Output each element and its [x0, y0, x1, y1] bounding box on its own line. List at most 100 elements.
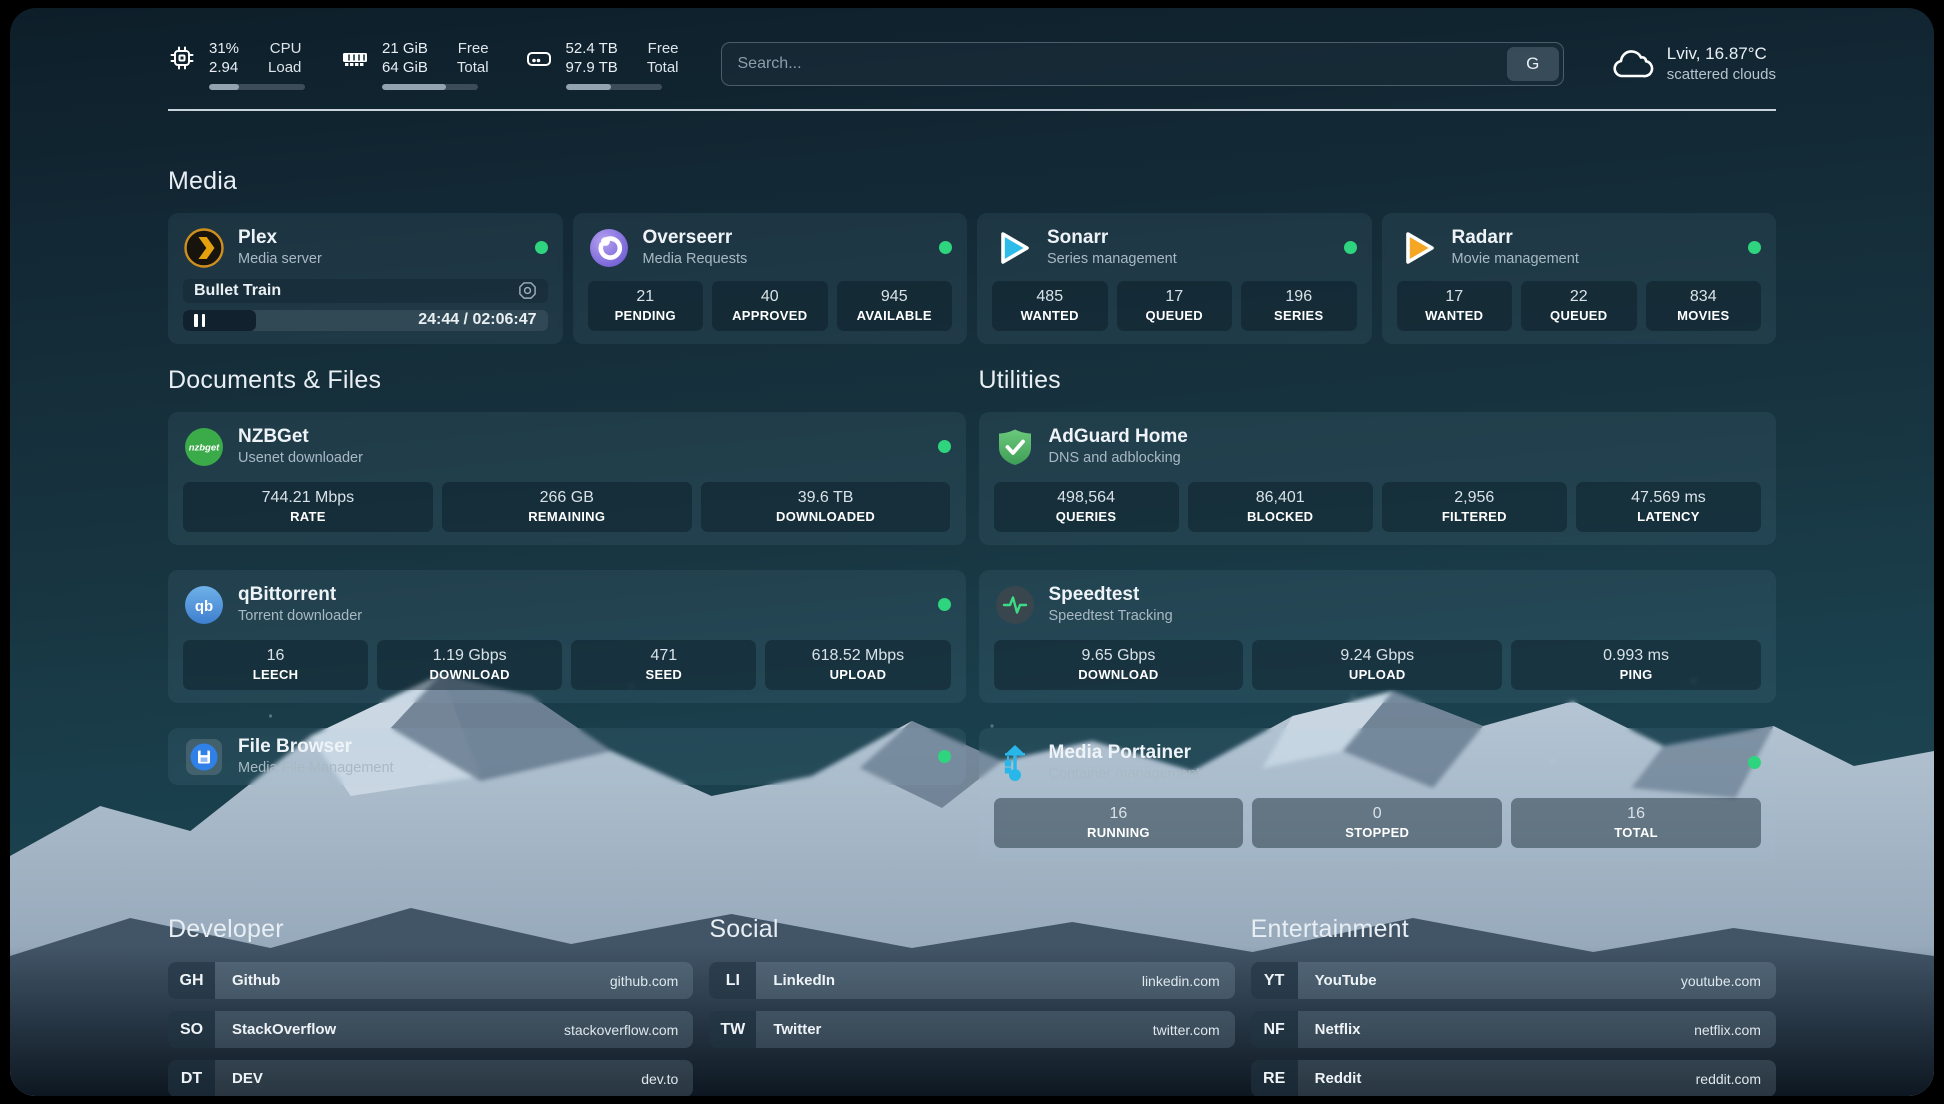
bookmark-name: Reddit [1314, 1070, 1362, 1087]
radarr-icon [1397, 227, 1439, 269]
overseerr-icon [588, 227, 630, 269]
service-title: AdGuard Home [1048, 426, 1188, 447]
service-subtitle: Series management [1047, 251, 1177, 267]
playback-time: 24:44 / 02:06:47 [418, 311, 537, 329]
stat-ping: 0.993 ms PING [1511, 640, 1761, 690]
service-stats: 17 WANTED 22 QUEUED 834 MOVIES [1396, 281, 1761, 331]
bookmark-abbr: SO [168, 1011, 215, 1048]
search-provider-button[interactable]: G [1506, 47, 1559, 81]
bookmark-url: twitter.com [1152, 1021, 1220, 1038]
bookmark-url: linkedin.com [1141, 972, 1220, 989]
stat-blocked: 86,401 BLOCKED [1187, 482, 1373, 532]
bookmark-group-social: Social LI LinkedIn linkedin.com TW Twitt… [709, 915, 1235, 1096]
nzbget-icon: nzbget [183, 426, 225, 468]
stat-queries: 498,564 QUERIES [993, 482, 1179, 532]
sonarr-icon [992, 227, 1034, 269]
service-card-filebrowser[interactable]: File Browser Media File Management [168, 728, 966, 785]
bookmark-abbr: LI [709, 962, 757, 999]
status-dot [937, 440, 951, 453]
section-title-documents: Documents & Files [168, 366, 382, 394]
speedtest-icon [994, 584, 1036, 626]
service-card-nzbget[interactable]: nzbget NZBGet Usenet downloader 744.21 M… [168, 412, 966, 545]
service-title: qBittorrent [238, 584, 337, 605]
cpu-icon [168, 44, 196, 72]
memory-total-value: 64 GiB [382, 58, 428, 76]
stat-upload: 9.24 Gbps UPLOAD [1252, 640, 1503, 690]
memory-widget: 21 GiB 64 GiB Free Total [341, 39, 489, 90]
playback-progress-bar: 24:44 / 02:06:47 [183, 309, 548, 331]
service-card-overseerr[interactable]: Overseerr Media Requests 21 PENDING 40 APP… [572, 213, 967, 344]
service-card-radarr[interactable]: Radarr Movie management 17 WANTED 22 QUEUE… [1381, 213, 1776, 344]
cpu-load-label: Load [268, 58, 302, 76]
utilities-column: Utilities AdGuard Ho [978, 366, 1776, 861]
adguard-icon [994, 426, 1036, 468]
bookmark-link-linkedin[interactable]: LI LinkedIn linkedin.com [709, 962, 1235, 999]
stat-total: 16 TOTAL [1511, 798, 1761, 848]
service-stats: 16 RUNNING 0 STOPPED 16 TOTAL [993, 798, 1762, 848]
bookmark-url: reddit.com [1695, 1070, 1761, 1087]
bookmark-name: Netflix [1314, 1021, 1361, 1038]
service-title: NZBGet [238, 426, 309, 447]
service-subtitle: Media server [238, 251, 322, 267]
service-stats: 485 WANTED 17 QUEUED 196 SERIES [992, 281, 1357, 331]
service-title: Media Portainer [1048, 742, 1192, 763]
status-dot [937, 598, 951, 611]
stat-seed: 471 SEED [571, 640, 757, 690]
bookmark-abbr: RE [1250, 1060, 1298, 1096]
memory-values: 21 GiB 64 GiB [382, 39, 428, 77]
bookmark-abbr: GH [168, 962, 215, 999]
cloud-icon [1610, 46, 1654, 82]
service-subtitle: Usenet downloader [238, 450, 363, 466]
bookmark-link-twitter[interactable]: TW Twitter twitter.com [709, 1011, 1235, 1048]
bookmark-link-stackoverflow[interactable]: SO StackOverflow stackoverflow.com [168, 1011, 694, 1048]
filebrowser-icon [183, 736, 225, 778]
status-dot [939, 241, 952, 254]
storage-labels: Free Total [647, 39, 679, 77]
status-dot [1748, 756, 1761, 769]
bookmark-link-netflix[interactable]: NF Netflix netflix.com [1250, 1011, 1776, 1048]
playback-elapsed-fill [183, 309, 256, 331]
service-stats: 498,564 QUERIES 86,401 BLOCKED 2,956 FILTER… [993, 482, 1761, 532]
bookmark-url: dev.to [641, 1070, 679, 1087]
bookmark-link-reddit[interactable]: RE Reddit reddit.com [1250, 1060, 1776, 1096]
stat-available: 945 AVAILABLE [836, 281, 952, 331]
weather-location-temp: Lviv, 16.87°C [1666, 44, 1767, 63]
service-card-plex[interactable]: Plex Media server Bullet Train [168, 213, 563, 344]
portainer-icon [994, 742, 1036, 784]
search-input[interactable] [720, 42, 1564, 86]
bookmarks-section: Developer GH Github github.com SO StackO… [168, 915, 1776, 1096]
service-card-speedtest[interactable]: Speedtest Speedtest Tracking 9.65 Gbps DO… [978, 570, 1776, 703]
stat-remaining: 266 GB REMAINING [441, 482, 692, 532]
service-card-portainer[interactable]: Media Portainer Container management 16 R… [978, 728, 1776, 861]
service-title: Speedtest [1048, 584, 1140, 605]
bookmark-link-github[interactable]: GH Github github.com [168, 962, 694, 999]
cpu-usage-value: 31% [209, 39, 240, 57]
stat-stopped: 0 STOPPED [1252, 798, 1503, 848]
weather-widget[interactable]: Lviv, 16.87°C scattered clouds [1610, 43, 1776, 85]
cpu-progress-track [209, 83, 305, 90]
svg-text:qb: qb [195, 598, 213, 615]
stat-approved: 40 APPROVED [712, 281, 828, 331]
bookmark-name: Twitter [773, 1021, 822, 1038]
service-title: Radarr [1451, 227, 1513, 248]
storage-total-label: Total [646, 58, 679, 76]
service-card-qbittorrent[interactable]: qb qBittorrent Torrent downloader 16 LEEC… [168, 570, 966, 703]
service-card-adguard[interactable]: AdGuard Home DNS and adblocking 498,564 Q… [978, 412, 1776, 545]
bookmark-abbr: DT [168, 1060, 215, 1096]
service-title: Sonarr [1047, 227, 1109, 248]
bookmark-url: netflix.com [1694, 1021, 1761, 1038]
bookmark-url: youtube.com [1680, 972, 1761, 989]
cpu-load-value: 2.94 [209, 58, 239, 76]
resource-widgets: 31% 2.94 CPU Load [168, 39, 679, 90]
bookmark-link-youtube[interactable]: YT YouTube youtube.com [1250, 962, 1776, 999]
service-stats: 9.65 Gbps DOWNLOAD 9.24 Gbps UPLOAD 0.993 … [993, 640, 1762, 690]
bookmark-abbr: NF [1250, 1011, 1298, 1048]
cpu-values: 31% 2.94 [209, 39, 239, 77]
dashboard-window: 31% 2.94 CPU Load [10, 8, 1934, 1096]
service-card-sonarr[interactable]: Sonarr Series management 485 WANTED 17 QUE… [977, 213, 1372, 344]
memory-labels: Free Total [457, 39, 489, 77]
bookmark-url: stackoverflow.com [563, 1021, 679, 1038]
bookmark-link-dev[interactable]: DT DEV dev.to [168, 1060, 694, 1096]
stat-filtered: 2,956 FILTERED [1381, 482, 1567, 532]
service-stats: 744.21 Mbps RATE 266 GB REMAINING 39.6 TB D… [183, 482, 951, 532]
